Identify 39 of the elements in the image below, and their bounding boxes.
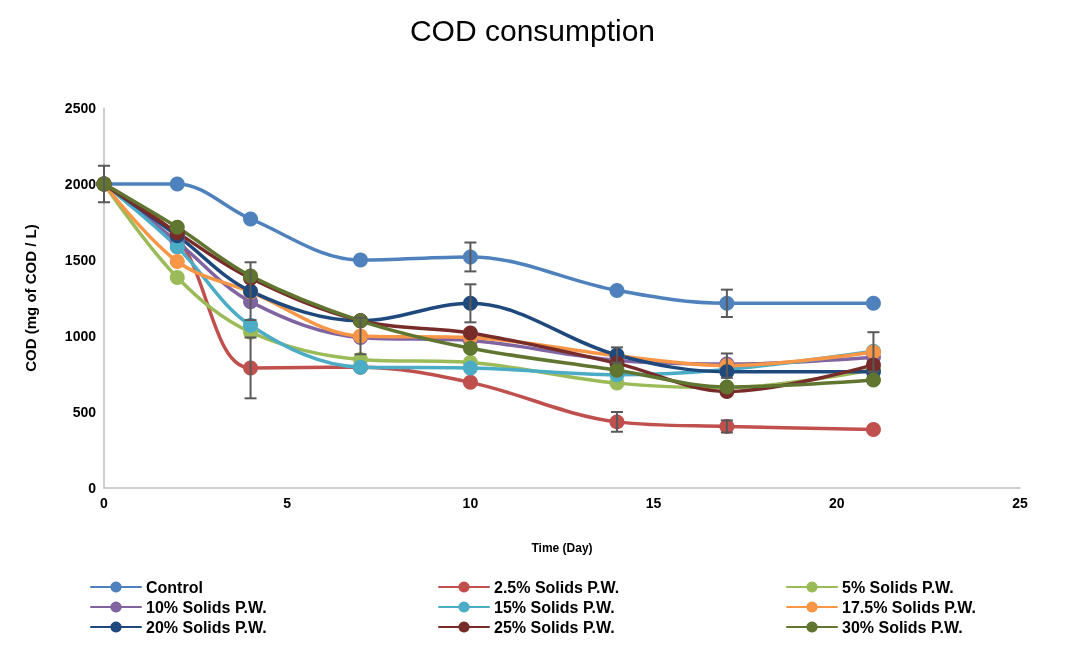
- x-tick-label: 5: [283, 495, 292, 511]
- x-tick-label: 10: [462, 495, 479, 511]
- point: [609, 362, 625, 378]
- point: [609, 282, 625, 298]
- y-tick-label: 500: [72, 404, 97, 420]
- x-tick-label: 20: [829, 495, 845, 511]
- point: [169, 219, 185, 235]
- chart-title: COD consumption: [409, 13, 656, 47]
- point: [169, 254, 185, 270]
- x-tick-label: 25: [1012, 495, 1028, 511]
- legend-label: Control: [146, 578, 203, 596]
- legend-label: 20% Solids P.W.: [146, 618, 267, 636]
- point: [462, 374, 478, 390]
- y-tick-label: 1500: [64, 252, 97, 268]
- point: [353, 252, 368, 268]
- legend-label: 5% Solids P.W.: [842, 578, 954, 596]
- legend-label: 2.5% Solids P.W.: [494, 578, 620, 596]
- legend-label: 15% Solids P.W.: [494, 598, 615, 616]
- point: [865, 372, 881, 388]
- point: [169, 269, 185, 285]
- legend-label: 25% Solids P.W.: [494, 618, 615, 636]
- legend-label: 30% Solids P.W.: [842, 618, 963, 636]
- x-axis-title: Time (Day): [531, 541, 593, 555]
- point: [865, 295, 881, 311]
- point: [243, 211, 259, 227]
- y-tick-label: 2000: [64, 176, 97, 192]
- point: [462, 340, 478, 356]
- x-tick-label: 0: [100, 495, 109, 511]
- y-axis-title: COD (mg of COD / L): [22, 224, 39, 372]
- x-tick-label: 15: [645, 495, 662, 511]
- legend-label: 17.5% Solids P.W.: [842, 598, 976, 616]
- point: [462, 325, 478, 341]
- y-tick-label: 2500: [64, 100, 97, 116]
- legend-label: 10% Solids P.W.: [146, 598, 267, 616]
- point: [169, 176, 185, 192]
- point: [462, 360, 478, 376]
- y-tick-label: 1000: [64, 328, 97, 344]
- point: [865, 421, 881, 437]
- y-tick-label: 0: [88, 480, 97, 496]
